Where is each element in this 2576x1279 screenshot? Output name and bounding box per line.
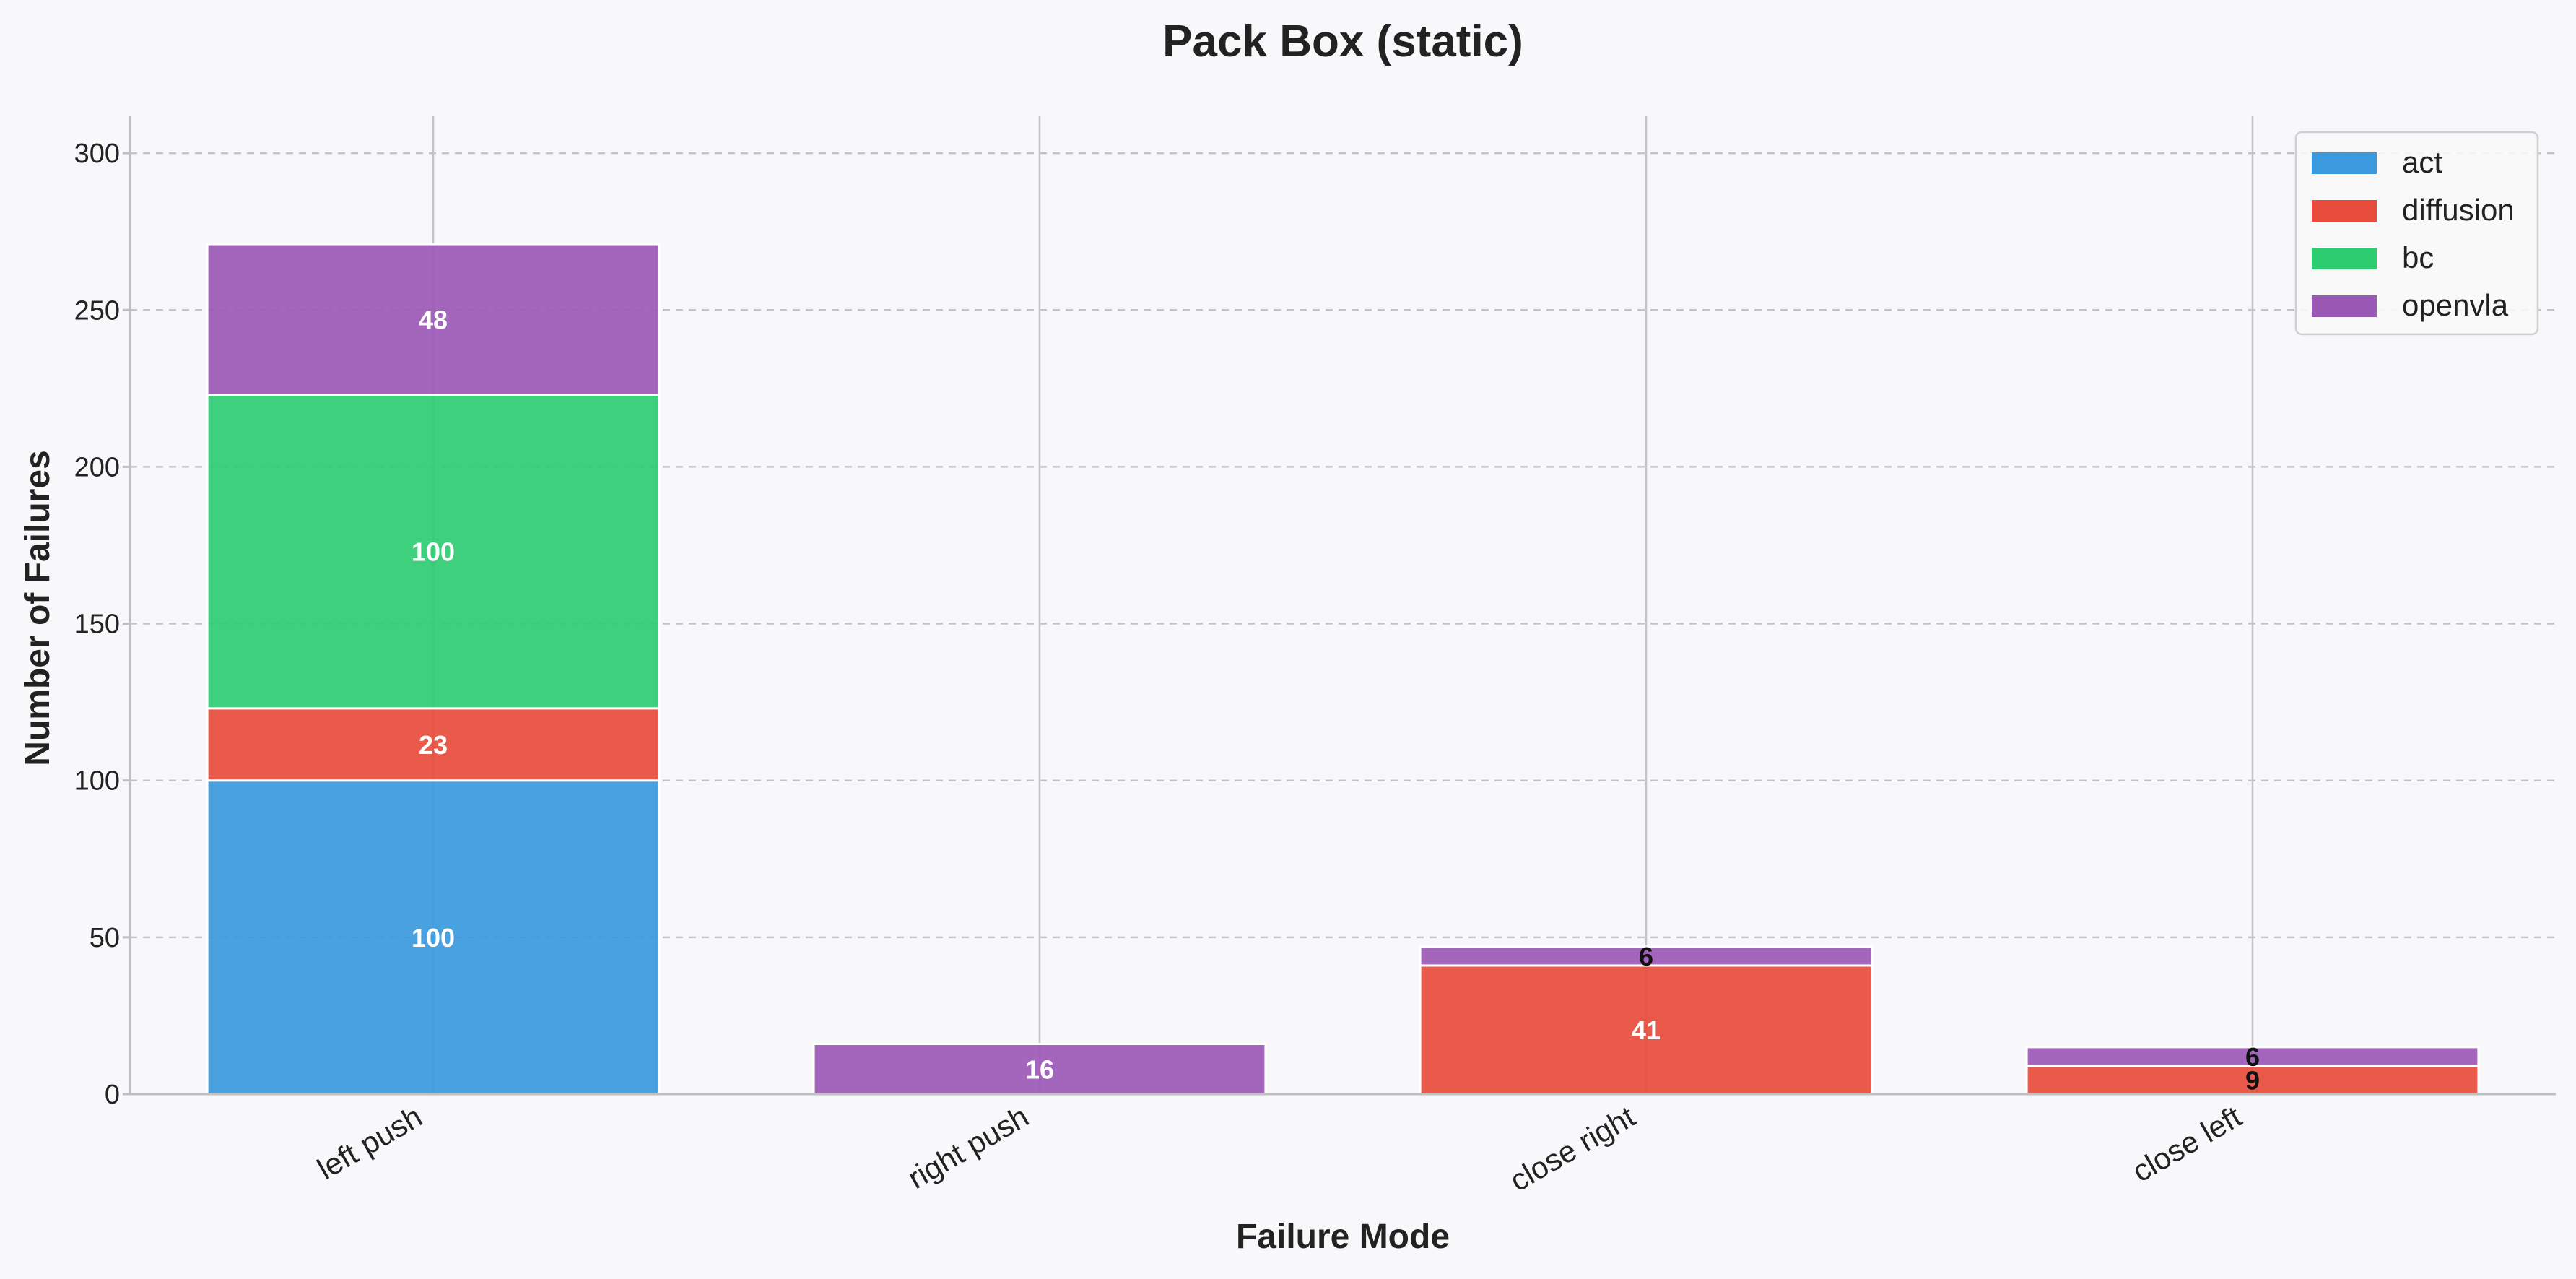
bar-value-label: 100 bbox=[412, 923, 455, 953]
legend-label-bc: bc bbox=[2402, 240, 2434, 274]
bar-diffusion-left-push bbox=[206, 707, 661, 782]
x-axis-label: Failure Mode bbox=[1236, 1218, 1450, 1256]
y-axis-label: Number of Failures bbox=[19, 450, 57, 766]
y-tick-label: 200 bbox=[74, 452, 120, 482]
y-tick-label: 50 bbox=[90, 923, 120, 953]
legend-box bbox=[2294, 131, 2539, 336]
y-tick-label: 100 bbox=[74, 766, 120, 797]
bar-openvla-left-push bbox=[206, 243, 661, 396]
y-tick-label: 0 bbox=[105, 1080, 120, 1110]
legend-swatch-bc bbox=[2312, 248, 2377, 269]
bar-value-label: 23 bbox=[419, 730, 448, 760]
legend-swatch-act bbox=[2312, 152, 2377, 174]
y-tick-label: 150 bbox=[74, 610, 120, 640]
bar-value-label: 100 bbox=[412, 537, 455, 567]
bar-value-label: 16 bbox=[1025, 1054, 1054, 1084]
legend-label-diffusion: diffusion bbox=[2402, 193, 2515, 227]
bar-act-left-push bbox=[206, 779, 661, 1096]
legend-label-act: act bbox=[2402, 145, 2442, 179]
bar-value-label: 6 bbox=[1639, 942, 1653, 971]
legend-label-openvla: openvla bbox=[2402, 288, 2509, 322]
bar-value-label: 9 bbox=[2245, 1065, 2260, 1095]
bar-value-label: 41 bbox=[1632, 1015, 1661, 1045]
legend-swatch-openvla bbox=[2312, 295, 2377, 317]
legend: act diffusion bc openvla bbox=[2294, 131, 2539, 336]
axes bbox=[129, 116, 2556, 1096]
bar-bc-left-push bbox=[206, 394, 661, 710]
bars bbox=[206, 243, 2480, 1096]
y-tick-label: 300 bbox=[74, 139, 120, 169]
bar-value-label: 48 bbox=[419, 305, 448, 334]
bar-value-labels: 100 23 41 9 100 48 16 6 6 bbox=[412, 305, 2260, 1095]
bar-value-label: 6 bbox=[2245, 1042, 2260, 1072]
legend-swatch-diffusion bbox=[2312, 200, 2377, 222]
bar-openvla-close-right bbox=[1419, 945, 1874, 967]
bar-openvla-right-push bbox=[812, 1043, 1267, 1096]
bar-openvla-close-left bbox=[2025, 1046, 2480, 1067]
chart-title: Pack Box (static) bbox=[1162, 17, 1523, 66]
y-tick-label: 250 bbox=[74, 295, 120, 326]
bar-diffusion-close-right bbox=[1419, 964, 1874, 1096]
